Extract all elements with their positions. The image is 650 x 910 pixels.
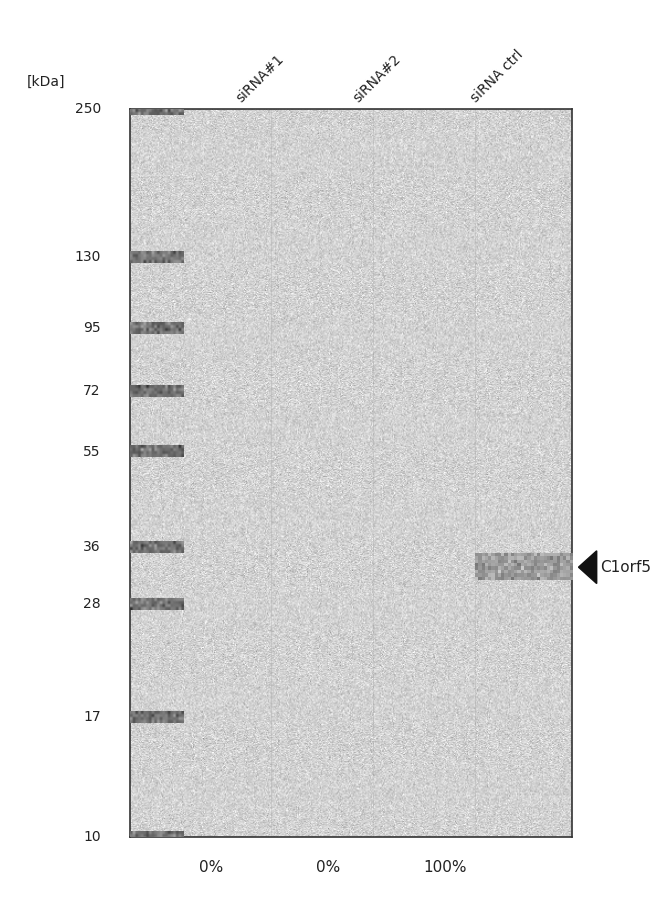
Text: 250: 250 <box>75 102 101 116</box>
Text: C1orf52: C1orf52 <box>600 560 650 575</box>
Text: siRNA ctrl: siRNA ctrl <box>468 47 526 105</box>
Text: [kDa]: [kDa] <box>26 75 65 89</box>
Text: 17: 17 <box>83 710 101 724</box>
Text: 72: 72 <box>83 384 101 398</box>
Text: 95: 95 <box>83 321 101 335</box>
Text: 0%: 0% <box>199 860 224 875</box>
Polygon shape <box>578 551 597 583</box>
Text: 36: 36 <box>83 541 101 554</box>
Text: siRNA#1: siRNA#1 <box>234 52 287 105</box>
Text: 10: 10 <box>83 830 101 844</box>
Text: siRNA#2: siRNA#2 <box>351 52 404 105</box>
Text: 55: 55 <box>83 445 101 459</box>
Text: 0%: 0% <box>316 860 341 875</box>
Text: 100%: 100% <box>424 860 467 875</box>
Text: 28: 28 <box>83 597 101 612</box>
Text: 130: 130 <box>74 250 101 264</box>
